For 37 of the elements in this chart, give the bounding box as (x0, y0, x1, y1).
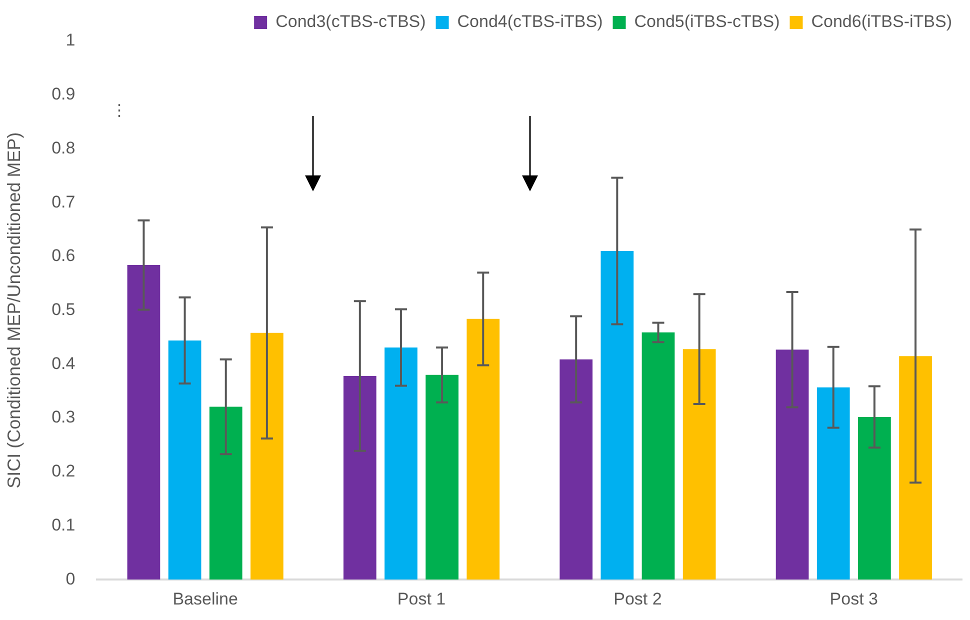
y-tick-label: 0.7 (52, 192, 76, 212)
bar (343, 376, 376, 580)
y-tick-label: 0.3 (52, 408, 76, 427)
y-tick-label: 0.4 (52, 354, 76, 373)
x-tick-label: Post 1 (397, 589, 446, 608)
x-tick-label: Post 3 (830, 589, 878, 608)
y-tick-label: 0 (66, 569, 76, 588)
x-tick-label: Baseline (172, 589, 238, 608)
bar (858, 416, 891, 580)
legend-label: Cond3(cTBS-cTBS) (276, 12, 426, 32)
y-tick-label: 1 (66, 30, 76, 50)
bar (776, 350, 809, 580)
bar (816, 387, 850, 580)
y-tick-label: 0.8 (52, 138, 76, 158)
legend-label: Cond5(iTBS-cTBS) (634, 12, 780, 32)
bar (466, 318, 500, 580)
y-tick-label: 0.6 (52, 246, 76, 266)
bar (426, 374, 458, 580)
x-tick-label: Post 2 (614, 589, 662, 608)
bar (127, 265, 160, 580)
y-tick-label: 0.5 (52, 300, 76, 319)
bar (560, 359, 593, 580)
y-tick-label: 0.1 (52, 515, 76, 534)
y-tick-label: 0.2 (52, 462, 76, 481)
bar (209, 406, 242, 580)
y-tick-label: 0.9 (52, 84, 76, 104)
legend-label: Cond6(iTBS-iTBS) (811, 12, 952, 32)
bar (682, 349, 716, 580)
y-axis-title: SICI (Conditioned MEP/Unconditioned MEP) (4, 132, 24, 488)
bar (600, 251, 634, 580)
bar (168, 340, 202, 580)
annotation: ⋮ (111, 102, 128, 120)
bar (899, 356, 932, 580)
bar (384, 347, 418, 580)
legend-label: Cond4(cTBS-iTBS) (457, 12, 603, 32)
bar (642, 332, 675, 580)
bar (250, 332, 284, 580)
